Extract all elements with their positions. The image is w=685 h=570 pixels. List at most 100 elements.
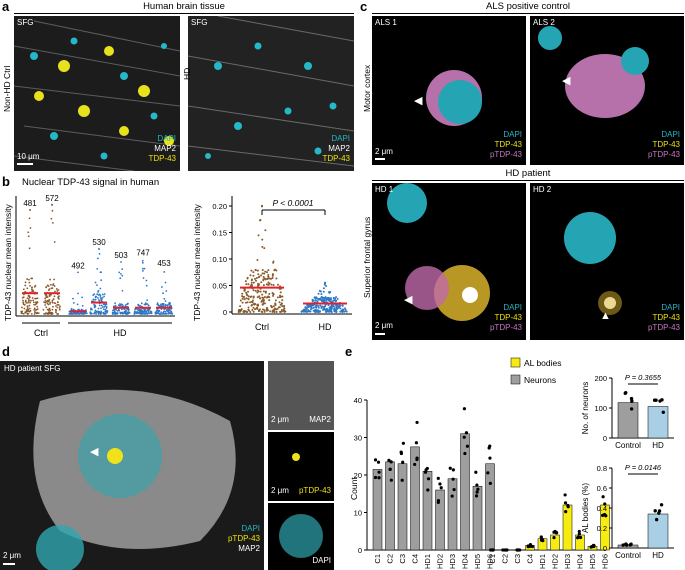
swarm-point (335, 306, 338, 309)
data-point (451, 477, 455, 481)
swarm-point (163, 271, 166, 273)
x-category-label: HD3 (563, 554, 572, 569)
swarm-point (95, 313, 98, 315)
swarm-point (90, 307, 92, 310)
panel-d-ptdp43-image: pTDP-43 2 μm (268, 432, 334, 501)
data-point (388, 467, 392, 471)
data-point (602, 512, 607, 517)
swarm-point (313, 296, 316, 299)
swarm-point (323, 283, 326, 286)
x-category-label: HD4 (576, 554, 585, 569)
swarm-point (250, 279, 253, 282)
swarm-point (54, 308, 57, 311)
swarm-point (309, 310, 312, 313)
swarm-point (262, 275, 265, 278)
swarm-point (76, 303, 79, 306)
swarm-point (146, 299, 149, 302)
panel-e-label: e (345, 344, 353, 359)
swarm-point (123, 310, 126, 313)
data-point (566, 503, 570, 508)
swarm-point (73, 312, 76, 315)
data-point (515, 548, 519, 552)
swarm-point (256, 284, 259, 287)
swarm-point (260, 300, 263, 303)
swarm-point (339, 304, 342, 307)
swarm-point (103, 306, 106, 308)
data-point (426, 477, 431, 481)
scale-label: 2 μm (375, 147, 393, 156)
swarm-point (260, 281, 263, 284)
swarm-point (271, 309, 274, 312)
data-point (621, 543, 625, 547)
swarm-point (145, 279, 148, 282)
swarm-point (320, 296, 323, 299)
swarm-point (114, 312, 117, 315)
ytick-label: 0.2 (597, 524, 607, 533)
swarm-point (45, 296, 48, 299)
swarm-point (27, 308, 30, 311)
swarm-point (47, 300, 49, 303)
swarm-point (81, 304, 84, 307)
swarm-point (22, 312, 25, 315)
swarm-point (323, 297, 326, 300)
swarm-point (334, 300, 337, 303)
swarm-point (36, 305, 39, 308)
swarm-point (36, 311, 38, 314)
swarm-point (251, 303, 254, 306)
swarm-point (30, 312, 33, 315)
swarm-point (256, 269, 259, 272)
swarm-point (261, 310, 264, 313)
summary-bar (647, 406, 669, 439)
swarm-point (161, 303, 164, 306)
swarm-point (24, 281, 27, 284)
swarm-point (283, 307, 286, 310)
swarm-point (147, 311, 150, 314)
swarm-point (118, 309, 121, 312)
swarm-point (341, 304, 344, 307)
swarm-point (51, 209, 54, 212)
data-point (465, 444, 470, 448)
x-category-label: C2 (501, 554, 510, 564)
data-point (563, 493, 567, 497)
neuron-bar (385, 461, 395, 551)
right-x-hd: HD (319, 322, 332, 332)
swarm-point (322, 287, 325, 290)
hd-image-label: SFG (191, 18, 208, 27)
swarm-point (141, 261, 144, 264)
swarm-point (273, 269, 276, 272)
swarm-point (263, 272, 266, 275)
swarm-point (314, 299, 317, 302)
neuron-bar (460, 433, 470, 551)
swarm-point (51, 203, 53, 206)
swarm-point (256, 306, 259, 309)
swarm-point (51, 299, 54, 302)
data-point (376, 460, 381, 464)
swarm-point (268, 282, 271, 285)
swarm-point (160, 303, 162, 306)
swarm-point (46, 296, 49, 299)
swarm-point (279, 303, 282, 306)
swarm-point (32, 299, 35, 302)
swarm-point (97, 307, 100, 310)
swarm-point (72, 302, 75, 304)
swarm-point (328, 308, 331, 311)
ytick-label: 0.4 (597, 504, 607, 513)
swarm-point (70, 307, 73, 310)
neuron-bar (410, 446, 420, 551)
data-point (475, 483, 479, 487)
swarm-point (98, 252, 101, 255)
swarm-point (252, 310, 255, 313)
swarm-point (116, 310, 119, 312)
swarm-point (268, 277, 271, 280)
data-point (579, 535, 583, 540)
scale-label: 2 μm (271, 486, 289, 495)
data-point (657, 509, 662, 513)
swarm-point (51, 312, 54, 315)
swarm-point (315, 296, 318, 299)
als1-label: ALS 1 (375, 18, 397, 27)
x-category-label: HD2 (436, 554, 445, 569)
swarm-point (143, 267, 146, 270)
swarm-point (250, 284, 253, 287)
data-point (415, 457, 419, 462)
x-category-label: HD1 (423, 554, 432, 569)
